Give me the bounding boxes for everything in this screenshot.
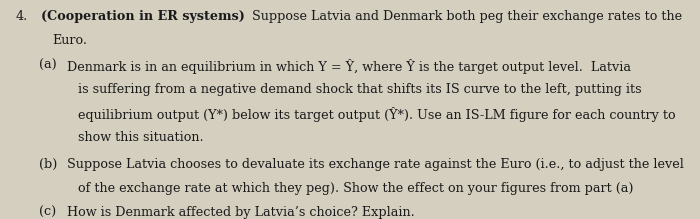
Text: Euro.: Euro. [52, 34, 88, 47]
Text: (a): (a) [38, 59, 56, 72]
Text: (c): (c) [38, 206, 56, 219]
Text: Suppose Latvia and Denmark both peg their exchange rates to the: Suppose Latvia and Denmark both peg thei… [248, 10, 682, 23]
Text: (b): (b) [38, 158, 57, 171]
Text: equilibrium output (Y*) below its target output (Ŷ*). Use an IS-LM figure for ea: equilibrium output (Y*) below its target… [78, 107, 676, 122]
Text: (Cooperation in ER systems): (Cooperation in ER systems) [41, 10, 244, 23]
Text: of the exchange rate at which they peg). Show the effect on your figures from pa: of the exchange rate at which they peg).… [78, 182, 634, 195]
Text: show this situation.: show this situation. [78, 131, 204, 144]
Text: Denmark is in an equilibrium in which Y = Ŷ, where Ŷ is the target output level.: Denmark is in an equilibrium in which Y … [67, 59, 631, 74]
Text: 4.: 4. [15, 10, 28, 23]
Text: is suffering from a negative demand shock that shifts its IS curve to the left, : is suffering from a negative demand shoc… [78, 83, 642, 96]
Text: Suppose Latvia chooses to devaluate its exchange rate against the Euro (i.e., to: Suppose Latvia chooses to devaluate its … [67, 158, 684, 171]
Text: How is Denmark affected by Latvia’s choice? Explain.: How is Denmark affected by Latvia’s choi… [67, 206, 415, 219]
